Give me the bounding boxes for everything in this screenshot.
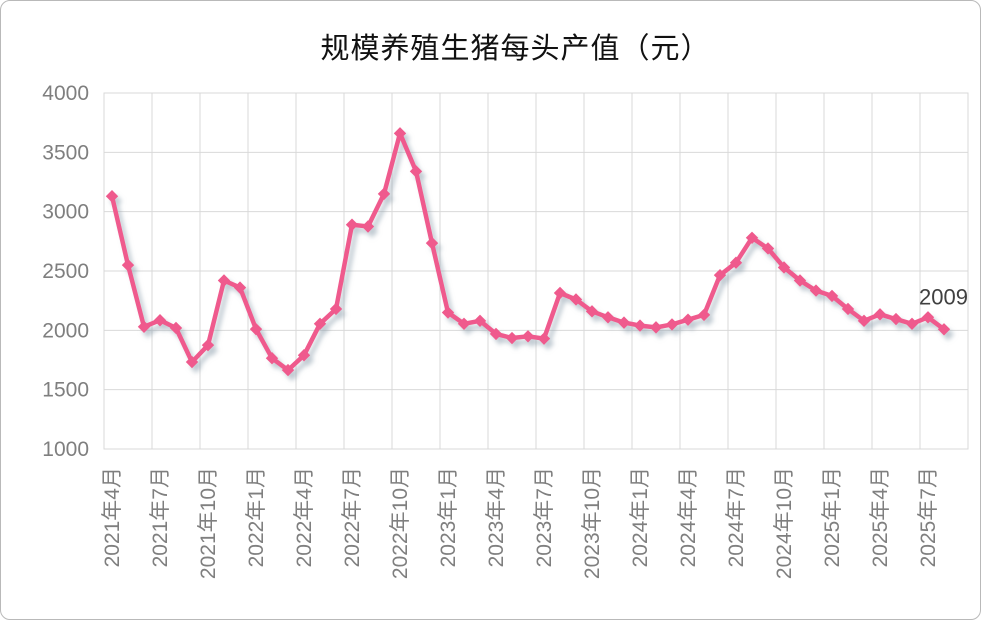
data-point-marker: [905, 317, 919, 331]
data-point-marker: [649, 321, 663, 334]
y-axis-tick-label: 1000: [42, 438, 89, 461]
data-point-marker: [809, 284, 823, 297]
data-point-marker: [185, 355, 199, 369]
x-axis-tick-label: 2024年7月: [725, 467, 748, 567]
plot-frame: [103, 92, 969, 450]
data-point-marker: [921, 311, 935, 324]
data-point-marker: [441, 306, 455, 319]
data-point-marker: [297, 349, 311, 362]
x-axis-tick-label: 2022年7月: [341, 467, 364, 567]
x-axis-tick-label: 2024年1月: [629, 467, 652, 567]
x-axis-tick-label: 2025年1月: [821, 467, 844, 567]
x-axis-tick-label: 2023年4月: [485, 467, 508, 567]
data-point-marker: [553, 286, 567, 300]
data-point-marker: [521, 330, 535, 343]
x-axis-tick-label: 2021年7月: [149, 467, 172, 567]
data-point-marker: [681, 313, 695, 326]
data-point-marker: [761, 242, 775, 255]
x-axis-tick-label: 2023年7月: [533, 467, 556, 567]
x-axis-tick-label: 2023年1月: [437, 467, 460, 567]
data-point-marker: [777, 261, 791, 274]
data-point-marker: [633, 319, 647, 332]
data-point-marker: [457, 317, 471, 331]
data-point-marker: [153, 314, 167, 327]
data-point-marker: [505, 331, 519, 345]
data-point-marker: [665, 318, 679, 331]
data-point-marker: [393, 127, 407, 140]
data-point-marker: [697, 308, 711, 322]
data-point-marker: [793, 274, 807, 287]
chart-title: 规模养殖生猪每头产值（元）: [320, 33, 711, 65]
y-axis-tick-label: 2000: [42, 319, 89, 342]
y-axis-tick-label: 4000: [42, 82, 89, 105]
data-point-marker: [217, 274, 231, 287]
x-axis-tick-label: 2022年10月: [389, 467, 412, 579]
x-axis-tick-label: 2022年4月: [293, 467, 316, 567]
data-point-marker: [313, 317, 327, 331]
data-point-marker: [169, 321, 183, 335]
y-axis-tick-label: 1500: [42, 379, 89, 402]
x-axis-tick-label: 2024年10月: [773, 467, 796, 579]
data-point-marker: [281, 363, 295, 377]
y-axis-tick-label: 3500: [42, 141, 89, 164]
x-axis-tick-label: 2025年7月: [917, 467, 940, 567]
data-point-marker: [361, 220, 375, 233]
data-point-marker: [585, 305, 599, 318]
x-axis-tick-label: 2022年1月: [245, 467, 268, 567]
data-point-marker: [489, 327, 503, 341]
data-point-marker: [409, 165, 423, 178]
data-point-marker: [137, 320, 151, 333]
x-axis-tick-label: 2024年4月: [677, 467, 700, 567]
data-point-marker: [473, 314, 487, 328]
data-point-marker: [105, 190, 119, 203]
data-point-marker: [857, 314, 871, 328]
x-axis-tick-label: 2021年10月: [197, 467, 220, 579]
data-point-marker: [425, 236, 439, 250]
data-point-marker: [617, 316, 631, 329]
data-point-marker: [889, 312, 903, 326]
data-point-marker: [729, 256, 743, 269]
data-point-marker: [265, 352, 279, 365]
data-point-marker: [841, 302, 855, 316]
data-point-marker: [937, 323, 951, 336]
data-point-marker: [825, 289, 839, 303]
data-point-marker: [329, 302, 343, 316]
data-point-marker: [537, 332, 551, 345]
x-axis-tick-label: 2025年4月: [869, 467, 892, 567]
x-axis-tick-label: 2021年4月: [101, 467, 124, 567]
data-point-marker: [345, 218, 359, 231]
x-axis-tick-label: 2023年10月: [581, 467, 604, 579]
data-point-marker: [249, 322, 263, 336]
y-axis-tick-label: 2500: [42, 260, 89, 283]
data-point-marker: [233, 281, 247, 294]
last-value-label: 2009: [919, 284, 968, 309]
data-point-marker: [713, 268, 727, 282]
data-point-marker: [201, 338, 215, 352]
data-point-marker: [601, 311, 615, 324]
data-point-marker: [745, 231, 759, 244]
data-point-marker: [873, 308, 887, 321]
data-point-marker: [377, 187, 391, 201]
data-point-marker: [121, 258, 135, 272]
series-group: [105, 127, 951, 377]
y-axis-tick-label: 3000: [42, 201, 89, 224]
data-point-marker: [569, 293, 583, 306]
